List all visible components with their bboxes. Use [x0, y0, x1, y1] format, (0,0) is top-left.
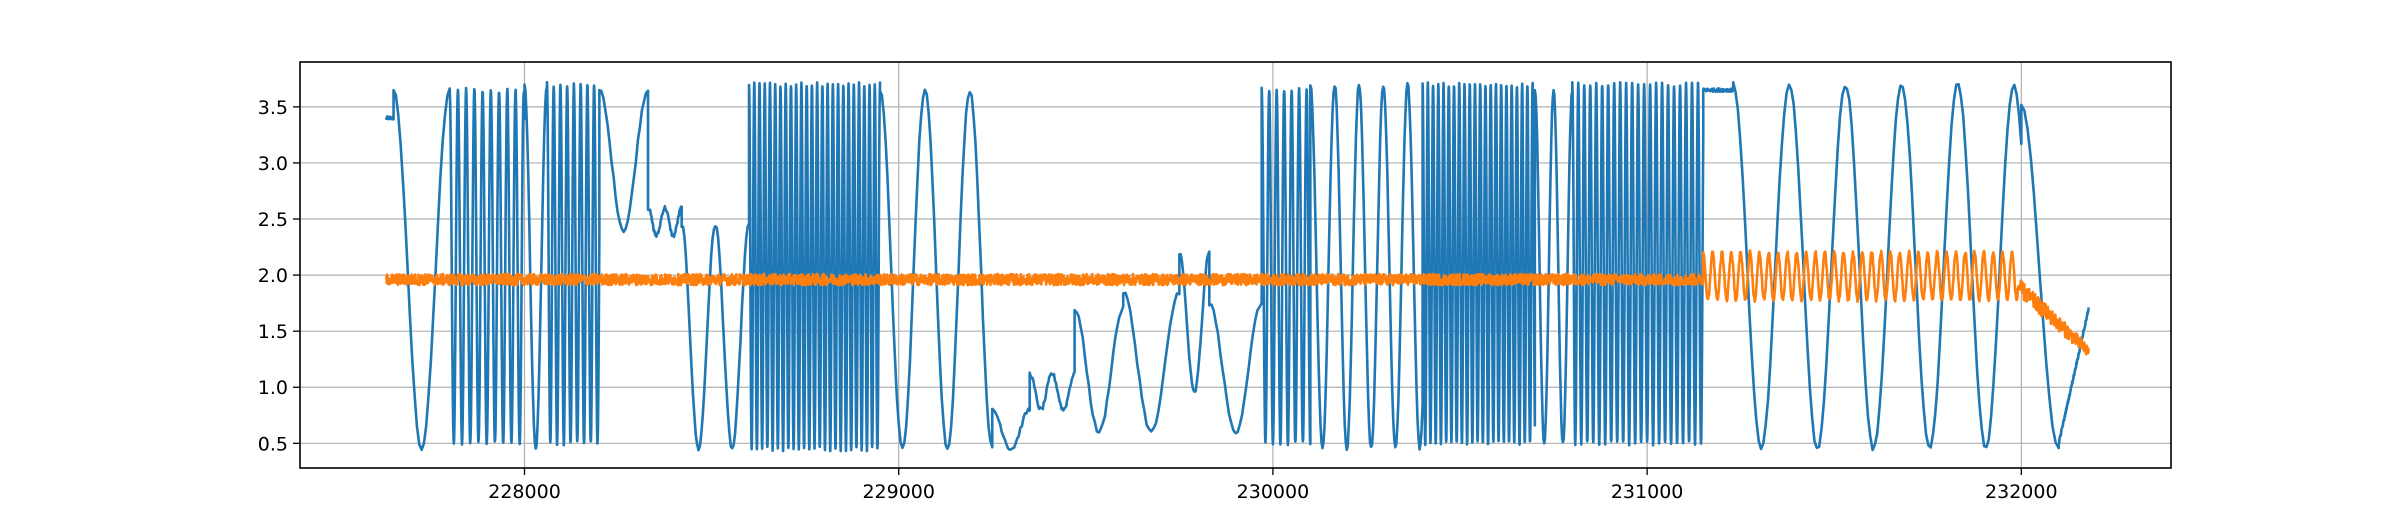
x-tick-label: 231000: [1611, 481, 1684, 503]
series-line-1: [384, 80, 2090, 453]
series-layer: [384, 80, 2090, 453]
x-tick-label: 229000: [862, 481, 935, 503]
y-tick-label: 2.0: [258, 265, 288, 287]
y-tick-label: 2.5: [258, 209, 288, 231]
y-tick-label: 0.5: [258, 433, 288, 455]
series-line-2: [384, 249, 2090, 356]
y-tick-label: 1.5: [258, 321, 288, 343]
x-tick-label: 230000: [1237, 481, 1310, 503]
y-tick-label: 3.0: [258, 153, 288, 175]
y-tick-label: 1.0: [258, 377, 288, 399]
x-axis: 228000 229000 230000 231000 232000: [488, 468, 2058, 503]
y-tick-label: 3.5: [258, 97, 288, 119]
x-tick-label: 228000: [488, 481, 561, 503]
x-tick-label: 232000: [1985, 481, 2058, 503]
y-axis: 0.5 1.0 1.5 2.0 2.5 3.0 3.5: [258, 97, 300, 455]
plot-frame: [299, 61, 2172, 469]
